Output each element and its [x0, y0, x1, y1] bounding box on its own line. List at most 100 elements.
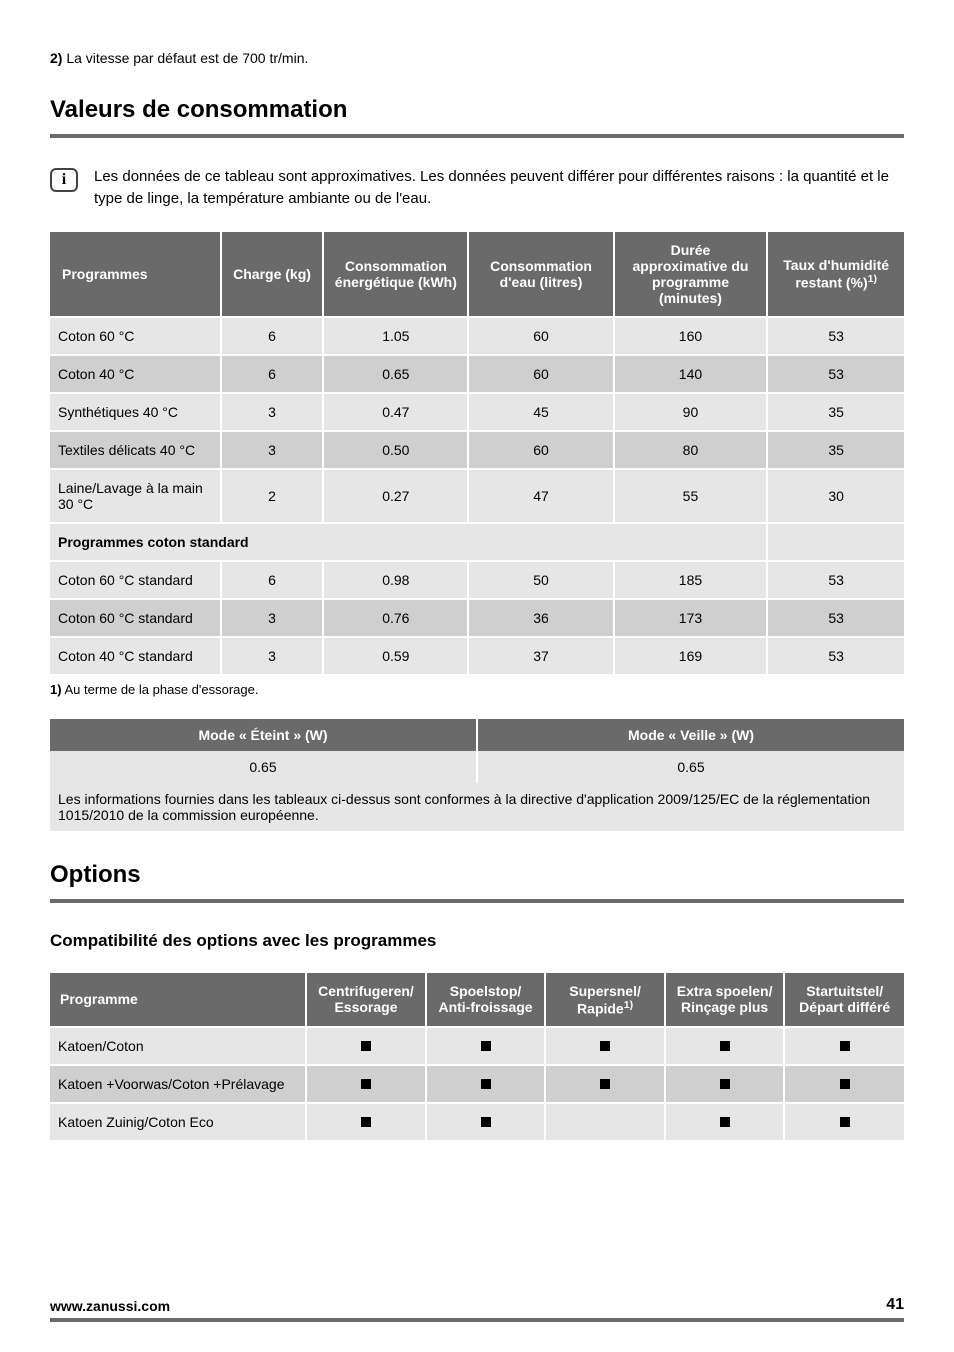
option-cell	[665, 1103, 785, 1141]
footnote-1-label: 1)	[50, 682, 62, 697]
option-cell	[665, 1065, 785, 1103]
check-square-icon	[361, 1041, 371, 1051]
table-cell: 160	[614, 317, 768, 355]
footnote-1-text: Au terme de la phase d'essorage.	[64, 682, 258, 697]
table-cell: 2	[221, 469, 323, 523]
table-cell: 60	[468, 317, 613, 355]
option-cell	[306, 1065, 426, 1103]
table-row: Synthétiques 40 °C30.47459035	[50, 393, 904, 431]
consumption-header: Programmes	[50, 232, 221, 317]
program-name: Katoen Zuinig/Coton Eco	[50, 1103, 306, 1141]
section-rule	[50, 134, 904, 138]
table-cell: 47	[468, 469, 613, 523]
check-square-icon	[361, 1117, 371, 1127]
options-header: Extra spoelen/ Rinçage plus	[665, 973, 785, 1028]
option-cell	[545, 1065, 665, 1103]
options-subheading: Compatibilité des options avec les progr…	[50, 931, 904, 951]
table-cell: 3	[221, 431, 323, 469]
section-title-valeurs: Valeurs de consommation	[50, 96, 904, 124]
table-section-row: Programmes coton standard	[50, 523, 904, 561]
check-square-icon	[481, 1117, 491, 1127]
table-cell: 3	[221, 599, 323, 637]
table-cell: 3	[221, 393, 323, 431]
table-cell: 60	[468, 355, 613, 393]
consumption-header: Consommation d'eau (litres)	[468, 232, 613, 317]
table-cell: Coton 40 °C	[50, 355, 221, 393]
options-table: ProgrammeCentrifugeren/ EssorageSpoelsto…	[50, 973, 904, 1143]
table-cell: 1.05	[323, 317, 468, 355]
table-cell: 3	[221, 637, 323, 675]
table-cell: Synthétiques 40 °C	[50, 393, 221, 431]
table-cell: Laine/Lavage à la main 30 °C	[50, 469, 221, 523]
table-cell: 30	[767, 469, 904, 523]
consumption-header: Consommation énergétique (kWh)	[323, 232, 468, 317]
table-row: Katoen Zuinig/Coton Eco	[50, 1103, 904, 1141]
footnote-2-text: La vitesse par défaut est de 700 tr/min.	[66, 50, 308, 66]
options-header: Centrifugeren/ Essorage	[306, 973, 426, 1028]
table-cell: 6	[221, 561, 323, 599]
option-cell	[665, 1027, 785, 1065]
footnote-2-label: 2)	[50, 50, 62, 66]
table-cell: 53	[767, 599, 904, 637]
check-square-icon	[481, 1041, 491, 1051]
consumption-table: ProgrammesCharge (kg)Consommation énergé…	[50, 232, 904, 676]
check-square-icon	[840, 1117, 850, 1127]
options-header: Supersnel/ Rapide1)	[545, 973, 665, 1028]
footnote-1: 1) Au terme de la phase d'essorage.	[50, 682, 904, 697]
option-cell	[306, 1103, 426, 1141]
table-cell: 173	[614, 599, 768, 637]
option-cell	[306, 1027, 426, 1065]
table-cell: 0.65	[323, 355, 468, 393]
table-cell: 90	[614, 393, 768, 431]
table-row: Textiles délicats 40 °C30.50608035	[50, 431, 904, 469]
check-square-icon	[720, 1079, 730, 1089]
option-cell	[426, 1103, 546, 1141]
table-cell: 6	[221, 355, 323, 393]
mode-header-off: Mode « Éteint » (W)	[50, 719, 477, 751]
table-cell: 0.50	[323, 431, 468, 469]
check-square-icon	[840, 1041, 850, 1051]
program-name: Katoen +Voorwas/Coton +Prélavage	[50, 1065, 306, 1103]
section-title-options: Options	[50, 861, 904, 889]
option-cell	[545, 1103, 665, 1141]
table-cell: Textiles délicats 40 °C	[50, 431, 221, 469]
options-header: Programme	[50, 973, 306, 1028]
table-cell: 0.76	[323, 599, 468, 637]
check-square-icon	[720, 1041, 730, 1051]
option-cell	[426, 1027, 546, 1065]
options-header: Startuitstel/ Départ différé	[784, 973, 904, 1028]
table-row: Katoen +Voorwas/Coton +Prélavage	[50, 1065, 904, 1103]
table-cell: 35	[767, 431, 904, 469]
info-note: i Les données de ce tableau sont approxi…	[50, 166, 904, 210]
consumption-header: Charge (kg)	[221, 232, 323, 317]
section-rule-2	[50, 899, 904, 903]
check-square-icon	[720, 1117, 730, 1127]
table-cell: 37	[468, 637, 613, 675]
table-cell: 60	[468, 431, 613, 469]
table-row: Coton 40 °C standard30.593716953	[50, 637, 904, 675]
mode-header-standby: Mode « Veille » (W)	[477, 719, 904, 751]
check-square-icon	[600, 1041, 610, 1051]
option-cell	[545, 1027, 665, 1065]
table-cell: 185	[614, 561, 768, 599]
table-row: Laine/Lavage à la main 30 °C20.27475530	[50, 469, 904, 523]
mode-note: Les informations fournies dans les table…	[50, 783, 904, 831]
table-cell: Coton 60 °C	[50, 317, 221, 355]
table-cell: 53	[767, 317, 904, 355]
table-cell: 50	[468, 561, 613, 599]
table-cell: 0.59	[323, 637, 468, 675]
check-square-icon	[481, 1079, 491, 1089]
table-cell	[767, 523, 904, 561]
table-cell: Coton 60 °C standard	[50, 599, 221, 637]
table-cell: 45	[468, 393, 613, 431]
option-cell	[426, 1065, 546, 1103]
table-cell: 0.98	[323, 561, 468, 599]
table-cell: 36	[468, 599, 613, 637]
option-cell	[784, 1103, 904, 1141]
footer-page-number: 41	[886, 1296, 904, 1314]
table-section-label: Programmes coton standard	[50, 523, 767, 561]
info-icon: i	[50, 168, 78, 192]
option-cell	[784, 1027, 904, 1065]
table-row: Coton 40 °C60.656014053	[50, 355, 904, 393]
table-cell: 53	[767, 637, 904, 675]
